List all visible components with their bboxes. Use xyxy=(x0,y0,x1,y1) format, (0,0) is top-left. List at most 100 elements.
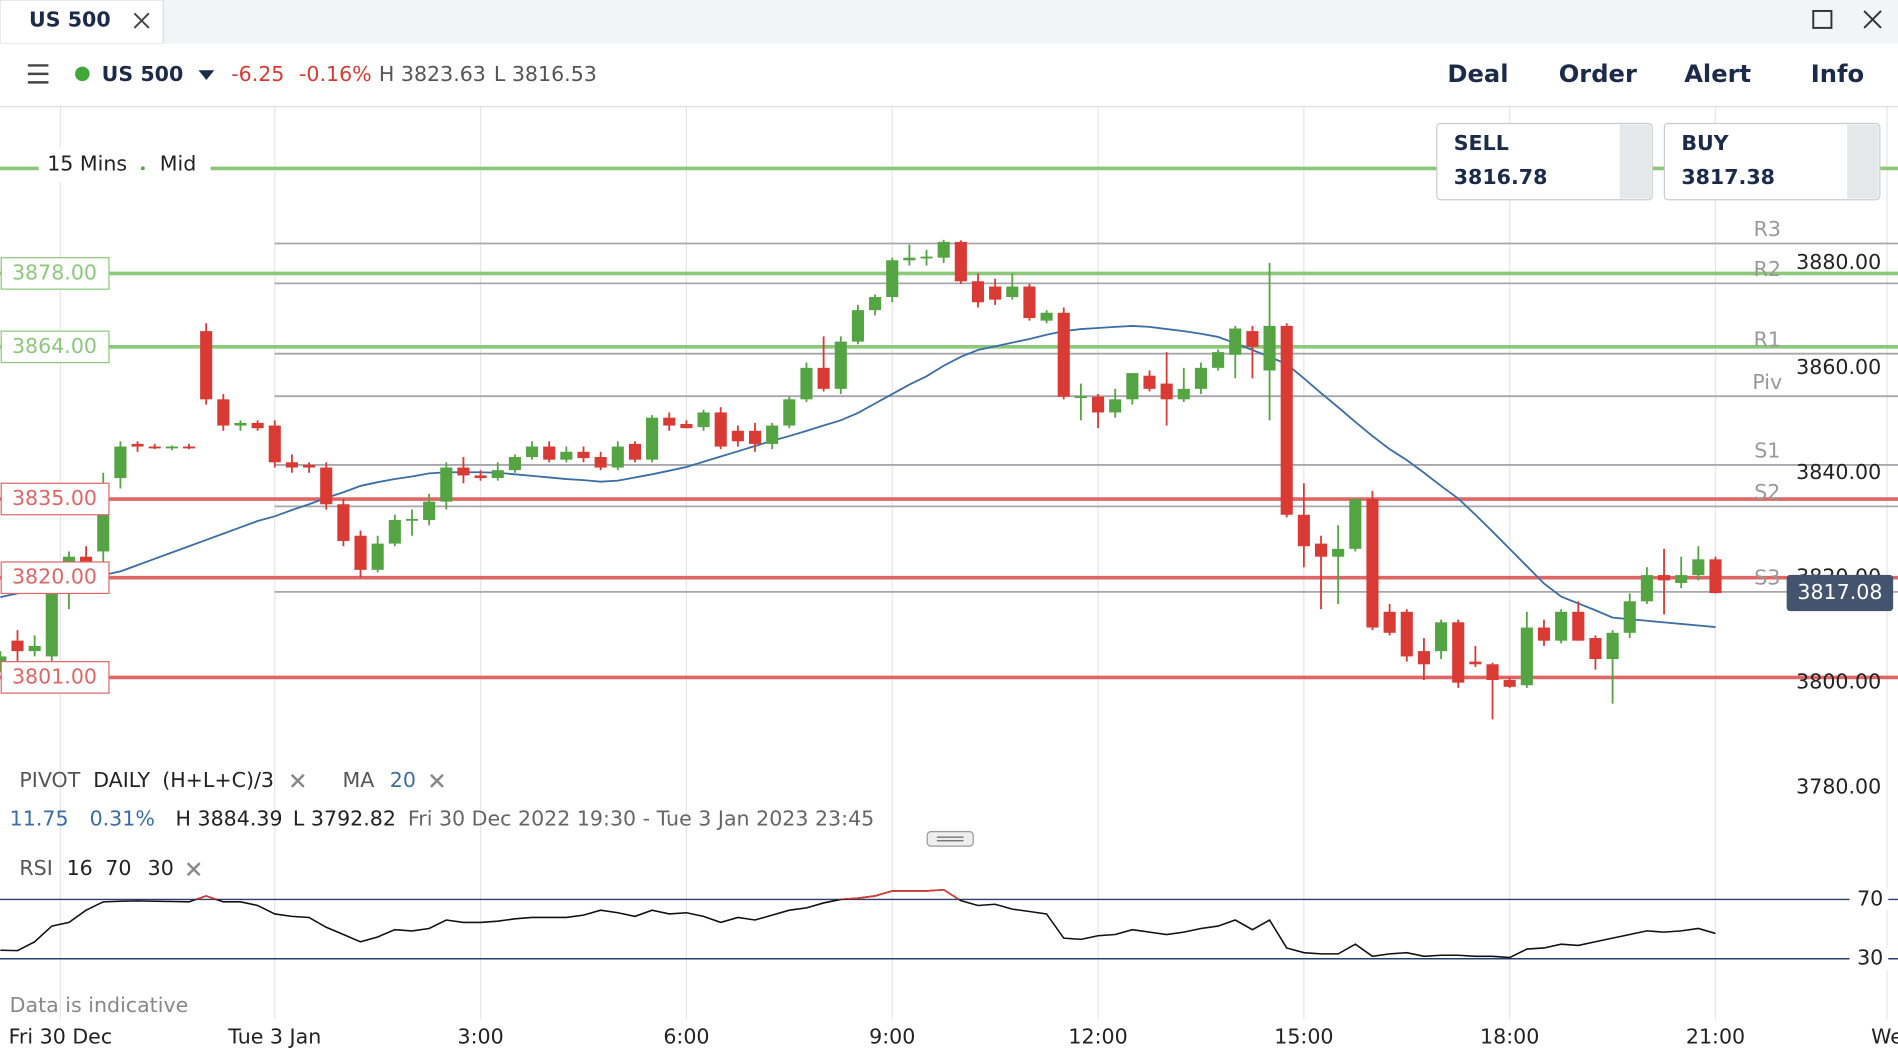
candle-body xyxy=(1246,331,1259,347)
candle-body xyxy=(457,467,470,476)
candle-body xyxy=(1332,548,1345,557)
x-tick-label: 6:00 xyxy=(663,1024,709,1048)
candle-body xyxy=(508,457,521,471)
candle-body xyxy=(954,241,967,282)
tab-close[interactable] xyxy=(133,12,150,29)
candle-body xyxy=(354,535,367,570)
tab[interactable] xyxy=(0,0,165,45)
candle-body xyxy=(1469,661,1482,665)
candle-body xyxy=(1229,328,1242,355)
y-tick-label: 3840.00 xyxy=(1796,460,1881,484)
market-status xyxy=(75,66,90,82)
range-high: H 3884.39 xyxy=(176,807,283,831)
candle-body xyxy=(1040,312,1053,321)
candle-body xyxy=(628,443,642,460)
menu-item[interactable]: Order xyxy=(1559,60,1637,88)
menu-item[interactable]: Deal xyxy=(1447,60,1508,88)
ma-period: 20 xyxy=(390,768,416,792)
menu-item[interactable]: Alert xyxy=(1684,60,1751,88)
sell-label: SELL xyxy=(1454,131,1509,155)
separator-dot xyxy=(140,166,145,171)
pivot-period: DAILY xyxy=(93,768,150,792)
candle-body xyxy=(1606,632,1619,660)
candle-body xyxy=(491,470,504,479)
x-tick-label: 12:00 xyxy=(1068,1024,1127,1048)
candle-body xyxy=(920,256,933,259)
sell-price: 3816.78 xyxy=(1454,165,1548,189)
candle-body xyxy=(1623,601,1636,633)
y-tick-label: 3880.00 xyxy=(1796,250,1881,274)
remove-indicator[interactable] xyxy=(430,773,444,788)
candle-body xyxy=(1160,383,1173,400)
level-label: 3864.00 xyxy=(12,334,97,358)
level-label-box xyxy=(0,482,110,516)
level-label: 3801.00 xyxy=(12,664,97,688)
rsi-overbought xyxy=(193,888,961,900)
candle-body xyxy=(680,423,693,429)
interval[interactable]: 15 Mins xyxy=(47,152,127,176)
candle-body xyxy=(131,443,144,447)
y-tick-label: 3800.00 xyxy=(1796,670,1881,694)
menu-button[interactable] xyxy=(27,64,49,84)
candle-body xyxy=(388,519,401,544)
candle-body xyxy=(285,462,298,468)
range-low: L 3792.82 xyxy=(293,807,396,831)
candle-body xyxy=(303,464,316,468)
x-tick-label: 15:00 xyxy=(1274,1024,1333,1048)
x-tick-label: 9:00 xyxy=(869,1024,915,1048)
candle-body xyxy=(989,286,1002,300)
price-type[interactable]: Mid xyxy=(160,152,197,176)
rsi-period: 16 xyxy=(67,856,93,880)
candle-body xyxy=(611,446,624,468)
pivot-name: PIVOT xyxy=(19,768,80,792)
candle-body xyxy=(165,446,178,449)
buy-button[interactable] xyxy=(1663,122,1881,201)
candle-body xyxy=(1520,627,1533,686)
toolbar xyxy=(0,43,1898,107)
last-price-tag xyxy=(1786,574,1894,612)
pivot-label: S1 xyxy=(1754,439,1780,463)
sell-strip xyxy=(1619,124,1652,199)
candle-body xyxy=(200,331,213,400)
day-low: L 3816.53 xyxy=(494,62,597,86)
level-label-box xyxy=(0,257,110,290)
candle-body xyxy=(748,430,762,444)
close-button[interactable] xyxy=(1863,10,1882,29)
rsi-band-label: 70 xyxy=(1857,886,1883,910)
candle-body xyxy=(148,446,161,449)
candle-body xyxy=(1109,399,1122,413)
candle-body xyxy=(800,367,813,400)
disclaimer: Data is indicative xyxy=(10,993,189,1017)
last-price-label: 3817.08 xyxy=(1797,580,1882,604)
buy-strip xyxy=(1847,124,1879,199)
remove-indicator[interactable] xyxy=(290,773,305,788)
candle-body xyxy=(697,412,710,428)
candle-body xyxy=(217,399,230,426)
x-tick-label: Tue 3 Jan xyxy=(227,1024,321,1048)
y-tick-label: 3860.00 xyxy=(1796,355,1881,379)
candle-body xyxy=(1572,611,1585,641)
candle-body xyxy=(1074,396,1087,398)
sell-button[interactable] xyxy=(1436,122,1653,201)
candle-body xyxy=(1486,664,1499,681)
pivot-label: Piv xyxy=(1752,370,1782,394)
candle-body xyxy=(594,457,607,468)
menu-item[interactable]: Info xyxy=(1811,60,1864,88)
candle-body xyxy=(577,451,590,459)
remove-indicator[interactable] xyxy=(186,862,201,877)
candle-body xyxy=(903,257,916,261)
level-label-box xyxy=(0,661,110,694)
candle-body xyxy=(663,417,676,426)
market-dropdown[interactable] xyxy=(198,70,215,80)
candle-body xyxy=(886,260,899,298)
maximize-button[interactable] xyxy=(1812,9,1833,29)
x-tick-label: Fri 30 Dec xyxy=(9,1024,113,1048)
candle-body xyxy=(45,593,58,657)
panel-resize-handle[interactable] xyxy=(926,831,974,847)
candle-body xyxy=(251,422,264,429)
interval-box xyxy=(38,147,211,182)
candle-body xyxy=(11,640,24,652)
market-name[interactable]: US 500 xyxy=(102,62,184,86)
rsi-upper: 70 xyxy=(105,856,131,880)
